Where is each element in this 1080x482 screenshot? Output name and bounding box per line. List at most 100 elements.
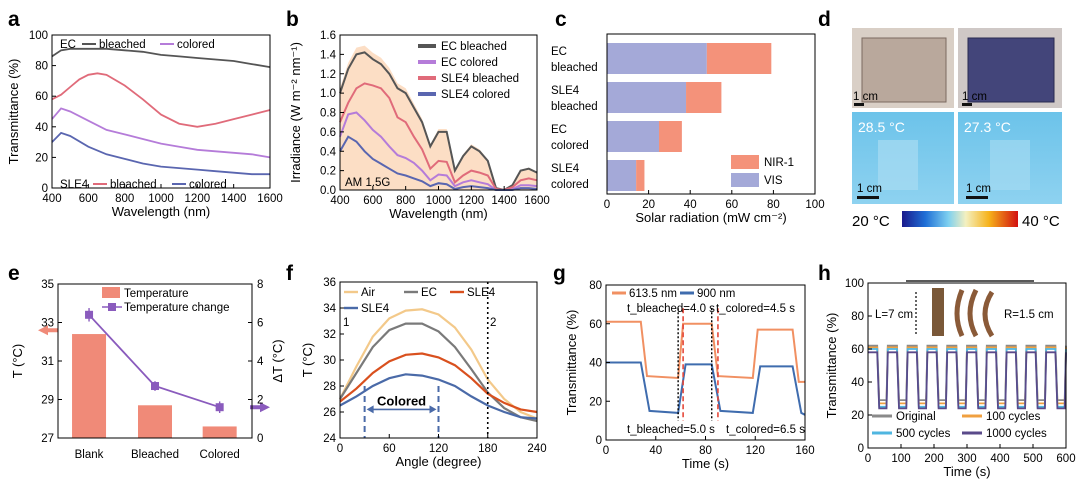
series-line-f-2 <box>339 352 538 414</box>
y2-axis-label-e: ΔT (°C) <box>270 339 285 382</box>
temp-right-label: 27.3 °C <box>964 119 1011 135</box>
series-line-h-1 <box>868 346 1067 405</box>
bar-nir-c-0 <box>706 43 772 74</box>
x-tick-label-b: 600 <box>363 195 382 207</box>
y-tick-label-e: 33 <box>41 318 54 330</box>
legend-group-sle4-a: SLE4 <box>60 179 89 191</box>
y-tick-label-a: 100 <box>29 30 48 42</box>
annotation-g-tc-bot: t_colored=6.5 s <box>726 424 805 436</box>
legend-label-h-3: 1000 cycles <box>986 428 1047 440</box>
legend-label-f-3: SLE4 <box>361 303 390 315</box>
legend-label-g-0: 613.5 nm <box>629 288 677 300</box>
y-tick-label-f: 32 <box>323 329 336 341</box>
bent-device-2-h <box>967 288 979 338</box>
y-tick-label-a: 0 <box>42 183 48 195</box>
legend-label-h-2: 500 cycles <box>896 428 951 440</box>
temp-left-label: 28.5 °C <box>858 119 905 135</box>
y-tick-label-h: 20 <box>851 410 864 422</box>
x-tick-label-h: 600 <box>1056 453 1075 465</box>
am15g-spectrum-fill-b <box>340 45 537 190</box>
colorbar-max-label: 40 °C <box>1022 213 1060 230</box>
category-label-c-2-line2: colored <box>551 140 589 152</box>
y-axis-label-a: Transmittance (%) <box>6 59 21 165</box>
series-line-f-3 <box>339 373 538 420</box>
y-tick-label-g: 60 <box>589 319 602 331</box>
scale-bar-label-1: 1 cm <box>853 91 878 103</box>
y-tick-label-e: 27 <box>41 433 54 445</box>
y-tick-label-b: 1.6 <box>320 30 336 42</box>
legend-label-f-2: SLE4 <box>467 287 496 299</box>
category-label-c-0-line1: EC <box>551 46 567 58</box>
category-label-c-1-line2: bleached <box>551 101 598 113</box>
y2-tick-label-e: 8 <box>257 279 263 291</box>
y-tick-label-f: 30 <box>323 355 336 367</box>
panel-d-photos: 1 cm 1 cm 28.5 °C 27.3 °C 1 cm 1 cm 20 °… <box>852 28 1062 230</box>
series-line-h-3 <box>868 351 1067 410</box>
scale-bar-1 <box>854 103 864 106</box>
y-tick-label-e: 31 <box>41 356 54 368</box>
legend-group-ec-a: EC <box>60 39 76 51</box>
x-tick-label-f: 240 <box>527 443 546 455</box>
x-tick-label-f: 120 <box>429 443 448 455</box>
photo-ec-bleached-film <box>861 37 947 103</box>
y-tick-label-g: 0 <box>596 435 602 447</box>
y-axis-label-g: Transmittance (%) <box>564 310 579 416</box>
y-tick-label-g: 20 <box>589 396 602 408</box>
legend-label-b-0: EC bleached <box>441 41 507 53</box>
x-tick-label-a: 1400 <box>221 193 247 205</box>
y-tick-label-b: 0.0 <box>320 185 336 197</box>
x-tick-label-f: 60 <box>383 443 396 455</box>
x-axis-label-b: Wavelength (nm) <box>389 206 488 221</box>
legend-label-e-change: Temperature change <box>124 302 229 314</box>
series-line-a-3 <box>51 131 270 176</box>
scale-bar-label-4: 1 cm <box>966 183 991 195</box>
panel-label-h: h <box>818 262 831 285</box>
axes-frame-c <box>606 33 816 195</box>
x-tick-label-g: 0 <box>603 445 609 457</box>
x-tick-label-h: 100 <box>891 453 910 465</box>
bar-temperature-e-1 <box>138 405 172 438</box>
y-tick-label-b: 0.8 <box>320 108 336 120</box>
scale-bar-4 <box>966 196 988 199</box>
y-axis-label-b: Irradiance (W m⁻² nm⁻¹) <box>288 42 303 183</box>
x-axis-label-a: Wavelength (nm) <box>112 204 211 219</box>
x-axis-label-g: Time (s) <box>682 456 729 471</box>
arrow-left-axis-e <box>38 325 58 336</box>
series-line-a-1 <box>51 107 271 159</box>
legend-label-c-vis: VIS <box>764 175 783 187</box>
x-tick-label-g: 40 <box>649 445 662 457</box>
legend-label-a-2: bleached <box>110 179 157 191</box>
x-tick-label-h: 200 <box>924 453 943 465</box>
bent-device-straight-h <box>932 288 944 336</box>
x-tick-label-a: 1200 <box>185 193 211 205</box>
x-tick-label-h: 0 <box>865 453 871 465</box>
legend-label-a-1: colored <box>177 39 215 51</box>
scale-bar-label-3: 1 cm <box>857 183 882 195</box>
legend-label-a-3: colored <box>189 179 227 191</box>
annotation-h-radius: R=1.5 cm <box>1004 309 1054 321</box>
bar-vis-c-3 <box>607 160 637 191</box>
y-axis-label-e: T (°C) <box>10 344 25 379</box>
y-tick-label-h: 40 <box>851 377 864 389</box>
y-axis-label-h: Transmittance (%) <box>824 313 839 419</box>
x-tick-label-f: 180 <box>478 443 497 455</box>
series-line-h-0 <box>868 344 1067 401</box>
x-tick-label-b: 400 <box>330 195 349 207</box>
category-label-c-3-line2: colored <box>551 179 589 191</box>
y-tick-label-a: 80 <box>35 61 48 73</box>
bar-nir-c-2 <box>659 121 682 152</box>
y-tick-label-h: 80 <box>851 311 864 323</box>
y-tick-label-b: 1.0 <box>320 88 336 100</box>
y-tick-label-h: 100 <box>845 278 864 290</box>
series-line-f-0 <box>339 308 538 420</box>
series-line-g-0 <box>606 320 805 383</box>
x-tick-label-c: 100 <box>805 199 824 211</box>
panel-label-a: a <box>8 8 20 31</box>
y2-tick-label-e: 0 <box>257 433 263 445</box>
x-tick-label-h: 400 <box>990 453 1009 465</box>
panel-label-f: f <box>286 262 294 285</box>
x-tick-label-a: 800 <box>115 193 134 205</box>
legend-label-h-0: Original <box>896 411 936 423</box>
axes-frame-a <box>51 34 271 189</box>
